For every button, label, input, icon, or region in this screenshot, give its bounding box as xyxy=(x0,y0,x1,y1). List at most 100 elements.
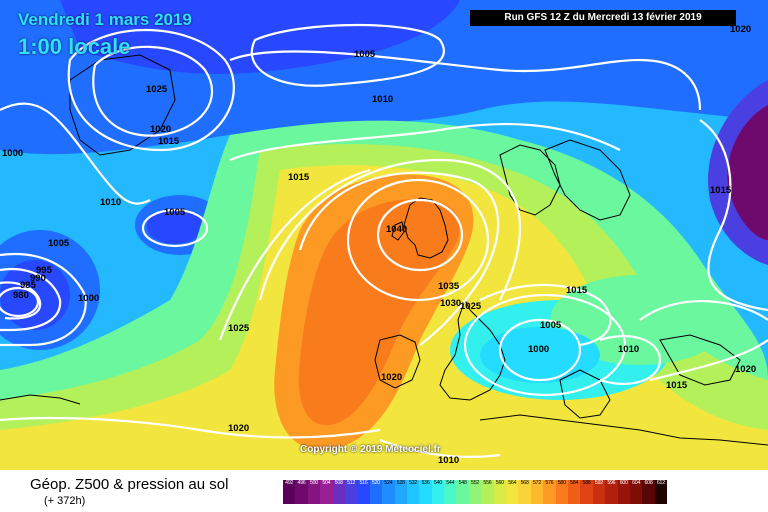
color-scale-value: 544 xyxy=(446,480,455,486)
color-scale-value: 528 xyxy=(396,480,405,486)
color-scale-cell: 568 xyxy=(518,480,531,504)
isobar-label: 995 xyxy=(36,265,53,276)
isobar-label: 1020 xyxy=(381,372,402,383)
color-scale-value: 584 xyxy=(570,480,579,486)
color-scale-value: 556 xyxy=(483,480,492,486)
isobar-label: 1000 xyxy=(528,344,549,355)
color-scale-cell: 548 xyxy=(456,480,469,504)
color-scale-cell: 564 xyxy=(506,480,519,504)
isobar-label: 1020 xyxy=(150,124,171,135)
color-scale-value: 532 xyxy=(409,480,418,486)
color-scale-value: 564 xyxy=(508,480,517,486)
isobar-label: 1015 xyxy=(566,285,588,296)
isobar-label: 1000 xyxy=(2,148,23,159)
color-scale-cell: 524 xyxy=(382,480,395,504)
isobar-label: 1015 xyxy=(666,380,688,391)
color-scale-value: 604 xyxy=(632,480,641,486)
color-scale-value: 520 xyxy=(371,480,380,486)
color-scale: 492 496 500 504 508 512 516 520 524 528 532 536 540 5… xyxy=(283,480,668,504)
model-run-banner: Run GFS 12 Z du Mercredi 13 février 2019 xyxy=(470,10,736,26)
color-scale-cell: 600 xyxy=(617,480,630,504)
forecast-date: Vendredi 1 mars 2019 xyxy=(18,10,192,29)
color-scale-cell: 532 xyxy=(406,480,420,504)
isobar-label: 1010 xyxy=(618,344,639,355)
isobar-label: 1040 xyxy=(386,224,407,235)
color-scale-value: 516 xyxy=(359,480,368,486)
isobar-label: 1020 xyxy=(228,423,249,434)
color-scale-cell: 528 xyxy=(394,480,407,504)
color-scale-cell: 592 xyxy=(592,480,606,504)
isobar-label: 1005 xyxy=(540,320,562,331)
isobar-label: 1015 xyxy=(288,172,310,183)
isobar-label: 1005 xyxy=(48,238,70,249)
color-scale-cell: 604 xyxy=(629,480,643,504)
color-scale-value: 560 xyxy=(495,480,504,486)
isobar-label: 1010 xyxy=(438,455,459,466)
isobar-label: 985 xyxy=(20,280,37,291)
color-scale-cell: 588 xyxy=(580,480,593,504)
isobar-label: 1015 xyxy=(158,136,180,147)
color-scale-value: 608 xyxy=(644,480,653,486)
color-scale-value: 492 xyxy=(285,480,294,486)
legend-bar: Géop. Z500 & pression au sol (+ 372h) 49… xyxy=(0,470,768,512)
isobar-label: 1005 xyxy=(354,49,376,60)
color-scale-value: 592 xyxy=(594,480,603,486)
isobar-label: 1010 xyxy=(100,197,121,208)
color-scale-value: 572 xyxy=(532,480,542,486)
color-scale-value: 596 xyxy=(607,480,616,486)
color-scale-value: 612 xyxy=(656,480,665,486)
color-scale-cell: 612 xyxy=(654,480,668,504)
color-scale-cell: 516 xyxy=(357,480,370,504)
isobar-label: 1030 xyxy=(440,298,461,309)
color-scale-value: 536 xyxy=(421,480,430,486)
color-scale-cell: 492 xyxy=(283,480,296,504)
color-scale-value: 568 xyxy=(520,480,529,486)
color-scale-value: 508 xyxy=(334,480,343,486)
color-scale-cell: 500 xyxy=(307,480,321,504)
color-scale-value: 504 xyxy=(322,480,331,486)
color-scale-cell: 572 xyxy=(530,480,544,504)
color-scale-cell: 512 xyxy=(344,480,358,504)
chart-title: Géop. Z500 & pression au sol xyxy=(30,476,229,493)
color-scale-value: 552 xyxy=(471,480,480,486)
isobar-label: 1005 xyxy=(164,207,186,218)
color-scale-cell: 508 xyxy=(332,480,345,504)
color-scale-cell: 552 xyxy=(468,480,482,504)
forecast-lead-time: (+ 372h) xyxy=(44,495,86,507)
color-scale-cell: 504 xyxy=(320,480,333,504)
color-scale-cell: 576 xyxy=(543,480,556,504)
isobar-label: 1025 xyxy=(146,84,168,95)
isobar-label: 1035 xyxy=(438,281,460,292)
color-scale-cell: 596 xyxy=(605,480,618,504)
color-scale-value: 512 xyxy=(347,480,356,486)
color-scale-cell: 560 xyxy=(493,480,507,504)
isobar-label: 1020 xyxy=(730,24,751,35)
isobar-label: 980 xyxy=(13,290,29,301)
isobar-label: 1010 xyxy=(372,94,393,105)
color-scale-value: 600 xyxy=(619,480,628,486)
color-scale-value: 588 xyxy=(582,480,591,486)
geopotential-map: 1025 1020 1015 1005 1010 1000 1010 1005 … xyxy=(0,0,768,470)
color-scale-cell: 556 xyxy=(481,480,494,504)
color-scale-cell: 520 xyxy=(369,480,383,504)
isobar-label: 1025 xyxy=(460,301,482,312)
color-scale-cell: 540 xyxy=(431,480,445,504)
isobar-label: 1020 xyxy=(735,364,756,375)
color-scale-cell: 544 xyxy=(444,480,457,504)
color-scale-value: 548 xyxy=(458,480,467,486)
forecast-local-time: 1:00 locale xyxy=(18,34,131,59)
color-scale-cell: 496 xyxy=(295,480,308,504)
copyright-notice: Copyright © 2019 Meteociel.fr xyxy=(300,444,441,455)
color-scale-value: 496 xyxy=(297,480,306,486)
color-scale-cell: 536 xyxy=(419,480,432,504)
color-scale-cell: 580 xyxy=(555,480,568,504)
color-scale-value: 576 xyxy=(545,480,554,486)
color-scale-cell: 584 xyxy=(567,480,581,504)
color-scale-value: 540 xyxy=(433,480,442,486)
isobar-label: 1015 xyxy=(710,185,732,196)
isobar-label: 1000 xyxy=(78,293,99,304)
color-scale-cell: 608 xyxy=(642,480,655,504)
color-scale-value: 580 xyxy=(557,480,566,486)
isobar-label: 1025 xyxy=(228,323,250,334)
